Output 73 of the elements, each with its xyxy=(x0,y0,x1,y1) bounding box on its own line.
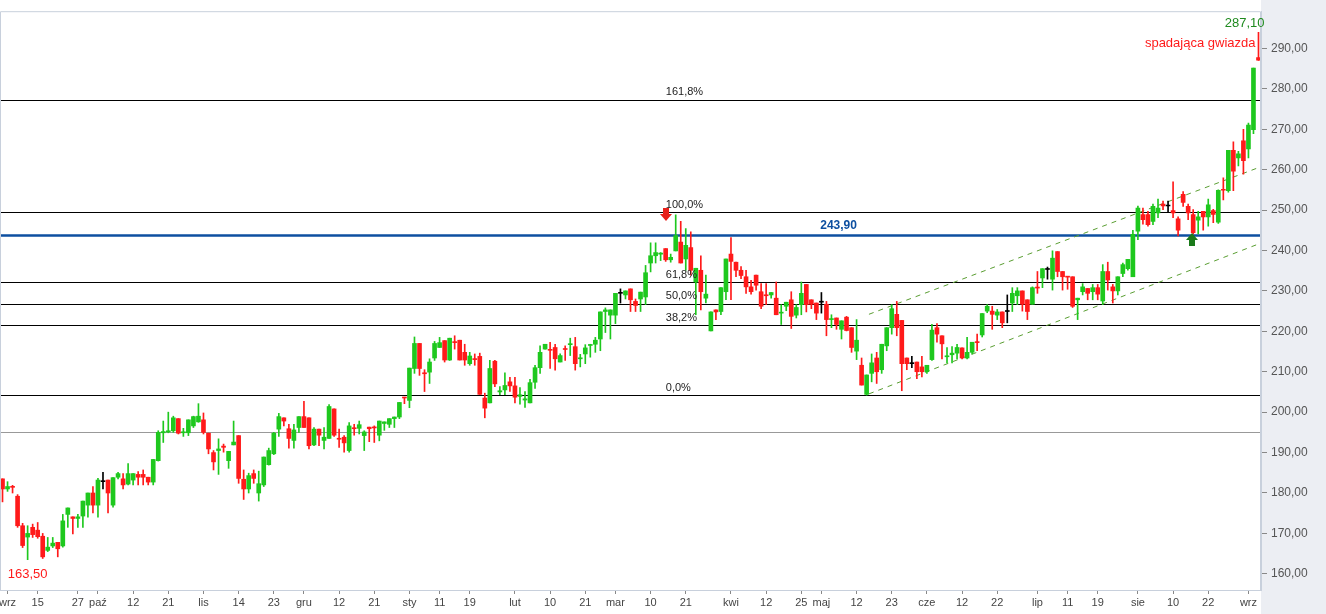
x-tick-label: sie xyxy=(1130,595,1145,608)
x-tick-label: wrz xyxy=(1238,595,1257,608)
y-tick-label: 280,00 xyxy=(1271,81,1309,96)
candlestick xyxy=(1220,177,1226,201)
x-tick-label: 23 xyxy=(885,595,898,608)
candlestick xyxy=(562,345,568,361)
x-tick-label: maj xyxy=(812,595,831,608)
x-tick-label: 10 xyxy=(543,595,557,608)
y-tick-label: 170,00 xyxy=(1271,525,1309,540)
annotation: 163,50 xyxy=(7,565,48,581)
candlestick xyxy=(703,274,709,304)
y-tick-label: 290,00 xyxy=(1271,40,1309,55)
x-tick-label: kwi xyxy=(723,595,739,608)
x-tick-label: 11 xyxy=(1061,595,1074,608)
x-tick-label: paź xyxy=(89,595,107,608)
y-tick-label: 210,00 xyxy=(1271,364,1309,379)
x-tick-label: 27 xyxy=(71,595,84,608)
candlestick xyxy=(567,337,573,356)
x-tick-label: gru xyxy=(295,595,312,608)
y-tick-label: 240,00 xyxy=(1271,242,1309,257)
candlestick xyxy=(909,356,915,369)
ref-line-label: 243,90 xyxy=(820,218,858,233)
annotation: 0,0% xyxy=(665,380,692,393)
x-tick-label: 12 xyxy=(850,595,863,608)
x-tick-label: lis xyxy=(198,595,210,608)
x-tick-label: 19 xyxy=(463,595,476,608)
annotation: 161,8% xyxy=(665,85,704,98)
candlestick xyxy=(351,423,357,436)
x-tick-label: lip xyxy=(1031,595,1043,608)
y-tick-label: 270,00 xyxy=(1271,121,1309,136)
x-tick-label: lut xyxy=(509,595,521,608)
candlestick xyxy=(989,305,995,330)
y-tick-label: 250,00 xyxy=(1271,202,1309,217)
x-tick-label: 23 xyxy=(267,595,280,608)
x-tick-label: 15 xyxy=(31,595,44,608)
y-tick-label: 180,00 xyxy=(1271,485,1309,500)
y-tick-label: 190,00 xyxy=(1271,444,1309,459)
x-tick-label: cze xyxy=(918,595,936,608)
x-tick-label: 12 xyxy=(760,595,773,608)
y-tick-label: 160,00 xyxy=(1271,566,1309,581)
x-tick-label: 12 xyxy=(955,595,969,608)
annotation: 38,2% xyxy=(665,310,698,323)
x-tick-label: 12 xyxy=(332,595,346,608)
x-tick-label: 12 xyxy=(127,595,140,608)
x-tick-label: 14 xyxy=(232,595,245,608)
x-tick-label: 10 xyxy=(644,595,657,608)
x-tick-label: 21 xyxy=(368,595,381,608)
annotation: spadająca gwiazda xyxy=(1144,35,1257,51)
x-tick-label: sty xyxy=(402,595,417,608)
x-tick-label: 10 xyxy=(1166,595,1180,608)
x-tick-label: 21 xyxy=(679,595,692,608)
x-tick-label: 11 xyxy=(433,595,446,608)
candlestick xyxy=(336,428,342,448)
x-tick-label: 21 xyxy=(162,595,175,608)
annotation: 100,0% xyxy=(665,198,704,211)
x-tick-label: 19 xyxy=(1091,595,1104,608)
candlestick xyxy=(361,430,367,451)
x-tick-label: mar xyxy=(605,595,626,608)
x-tick-label: 22 xyxy=(991,595,1004,608)
y-tick-label: 260,00 xyxy=(1271,161,1309,176)
candlestick xyxy=(100,472,106,490)
y-tick-label: 230,00 xyxy=(1271,283,1309,298)
candlestick xyxy=(763,283,769,305)
candlestick xyxy=(944,347,950,364)
y-tick-label: 200,00 xyxy=(1271,404,1309,419)
x-tick-label: 22 xyxy=(1202,595,1215,608)
candlestick xyxy=(974,333,980,352)
annotation: 287,10 xyxy=(1224,15,1265,31)
candlestick xyxy=(547,341,553,369)
candlestick xyxy=(517,387,523,405)
y-tick-label: 220,00 xyxy=(1271,323,1309,338)
x-tick-label: 25 xyxy=(795,595,808,608)
x-tick-label: 21 xyxy=(579,595,592,608)
